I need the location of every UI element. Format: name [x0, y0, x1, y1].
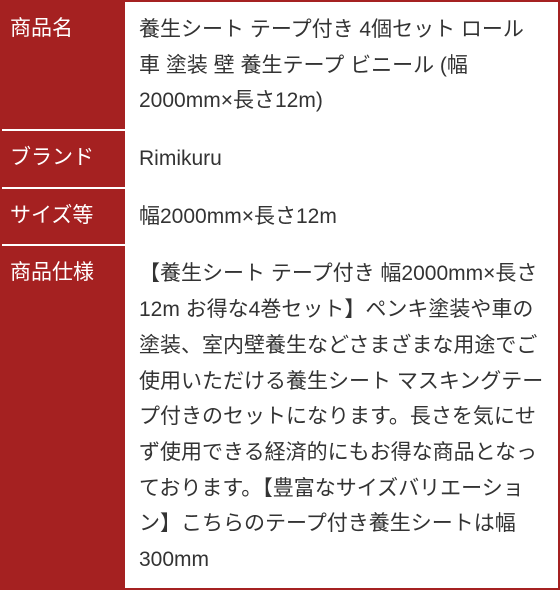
row-label-name: 商品名 [2, 2, 127, 129]
table-row: ブランド Rimikuru [2, 131, 558, 189]
row-value-brand: Rimikuru [127, 131, 558, 187]
row-label-spec: 商品仕様 [2, 246, 127, 587]
row-value-size: 幅2000mm×長さ12m [127, 189, 558, 245]
table-row: 商品仕様 【養生シート テープ付き 幅2000mm×長さ12m お得な4巻セット… [2, 246, 558, 587]
row-value-spec: 【養生シート テープ付き 幅2000mm×長さ12m お得な4巻セット】ペンキ塗… [127, 246, 558, 587]
table-row: サイズ等 幅2000mm×長さ12m [2, 189, 558, 247]
table-row: 商品名 養生シート テープ付き 4個セット ロール 車 塗装 壁 養生テープ ビ… [2, 2, 558, 131]
row-label-brand: ブランド [2, 131, 127, 187]
row-value-name: 養生シート テープ付き 4個セット ロール 車 塗装 壁 養生テープ ビニール … [127, 2, 558, 129]
row-label-size: サイズ等 [2, 189, 127, 245]
specification-table: 商品名 養生シート テープ付き 4個セット ロール 車 塗装 壁 養生テープ ビ… [0, 0, 560, 590]
